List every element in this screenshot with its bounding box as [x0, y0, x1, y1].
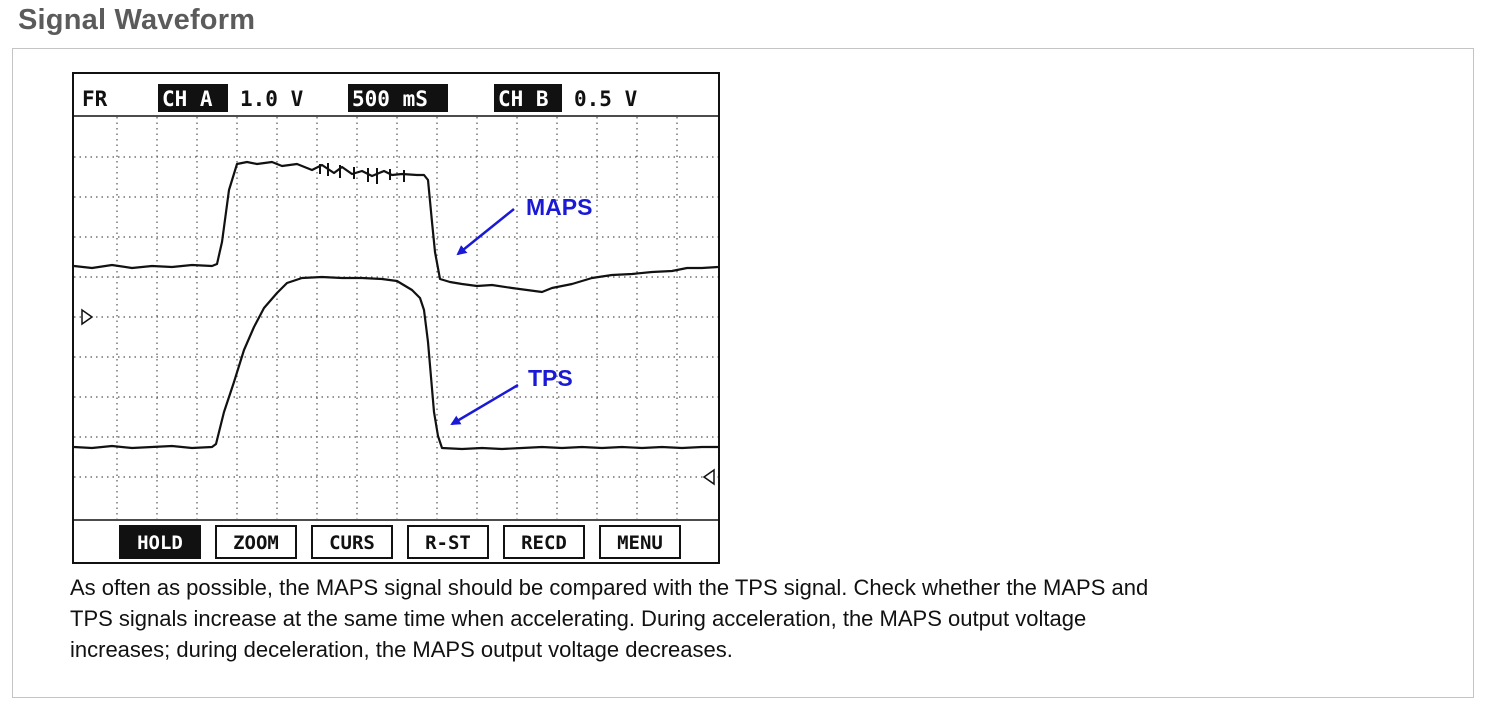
tps-label: TPS: [528, 365, 573, 391]
ch-b-scale: 0.5 V: [574, 87, 638, 111]
r-st-button[interactable]: [407, 525, 489, 559]
oscilloscope-screen: FR CH A 1.0 V 500 mS CH B 0.5 V: [72, 72, 720, 564]
caption-line-3: increases; during deceleration, the MAPS…: [70, 637, 733, 662]
zoom-button-label: ZOOM: [233, 532, 279, 554]
recd-button-label: RECD: [521, 532, 567, 554]
scope-grid: [74, 117, 718, 520]
tps-trace: [73, 275, 718, 451]
ch-b-label: CH B: [498, 87, 549, 111]
ch-a-marker: [81, 308, 94, 326]
ch-b-label-bg: [494, 84, 562, 112]
time-base-bg: [348, 84, 448, 112]
recd-button[interactable]: [503, 525, 585, 559]
ch-a-label-bg: [158, 84, 228, 112]
menu-button-label: MENU: [617, 532, 663, 554]
curs-button-label: CURS: [329, 532, 375, 554]
tps-arrow: [450, 383, 519, 426]
maps-label: MAPS: [526, 194, 592, 220]
maps-trace: [73, 160, 719, 294]
mode-indicator: FR: [82, 87, 108, 111]
section-title: Signal Waveform: [18, 4, 256, 36]
curs-button[interactable]: [311, 525, 393, 559]
caption-text: As often as possible, the MAPS signal sh…: [70, 572, 1450, 665]
hold-button-label: HOLD: [137, 532, 183, 554]
softkey-bar: HOLD ZOOM CURS R-ST RECD MENU: [119, 525, 681, 559]
time-base: 500 mS: [352, 87, 428, 111]
ch-b-marker: [702, 468, 715, 486]
maps-arrow: [456, 208, 515, 256]
caption-line-2: TPS signals increase at the same time wh…: [70, 606, 1087, 631]
caption-line-1: As often as possible, the MAPS signal sh…: [70, 575, 1149, 600]
ch-a-label: CH A: [162, 87, 213, 111]
r-st-button-label: R-ST: [425, 532, 471, 554]
scope-frame: [72, 72, 720, 564]
maps-noise: [319, 163, 405, 184]
zoom-button[interactable]: [215, 525, 297, 559]
hold-button[interactable]: [119, 525, 201, 559]
menu-button[interactable]: [599, 525, 681, 559]
ch-a-scale: 1.0 V: [240, 87, 304, 111]
